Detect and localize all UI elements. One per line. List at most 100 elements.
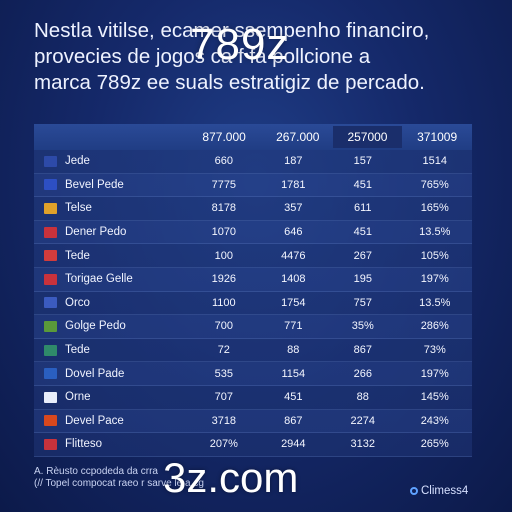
table-header: 877.000 267.000 257000 371009 [34,124,472,150]
flag-icon [44,415,57,427]
flag-icon [44,155,57,167]
row-label: Orco [65,296,90,309]
domain-overlay: 3z.com [163,454,299,501]
table-cell: 8178 [211,202,237,215]
table-cell: 4476 [281,249,306,262]
flag-icon [44,273,57,285]
table-cell: 867 [353,344,372,357]
finance-table: 877.000 267.000 257000 371009 Jede 660 187… [34,124,472,457]
flag-icon [44,226,57,238]
table-cell: 267 [353,249,372,262]
column-header: 877.000 [202,130,246,144]
footer-line-2: (// Topel compocat raeo r sarve le a cg [34,478,204,489]
table-cell: 1781 [281,178,306,191]
table-row: Dener Pedo 1070 646 451 13.5% [34,220,472,245]
table-row: Flitteso 207% 2944 3132 265% [34,433,472,457]
column-header: 371009 [417,130,458,144]
table-cell: 88 [356,391,369,404]
table-row: Orne 707 451 88 145% [34,385,472,410]
column-header: 267.000 [276,130,320,144]
table-cell: 1070 [211,226,237,239]
table-cell: 72 [217,344,230,357]
row-label: Dovel Pade [65,367,125,380]
table-row: Telse 8178 357 611 165% [34,197,472,221]
row-label: Tede [65,344,90,357]
flag-icon [44,438,57,450]
table-cell: 7775 [211,178,237,191]
table-cell: 13.5% [419,296,451,309]
logo-icon [410,487,418,495]
row-label: Devel Pace [65,414,124,427]
brand-logo: Climess4 [410,485,468,497]
table-cell: 1100 [211,296,236,309]
table-row: Tede 72 88 867 73% [34,338,472,363]
brand-overlay: 789z [190,20,290,69]
table-cell: 867 [284,414,303,427]
intro-line-3: marca 789z ee suals estratigiz de percad… [34,71,425,94]
table-row: Tede 100 4476 267 105% [34,244,472,268]
table-row: Orco 1100 1754 757 13.5% [34,291,472,316]
table-cell: 451 [353,178,372,191]
table-body: Jede 660 187 157 1514 Bevel Pede 7775 1781 451 76… [34,150,472,457]
table-cell: 197% [420,367,449,380]
flag-icon [44,391,57,403]
flag-icon [44,320,57,332]
table-cell: 265% [420,438,449,451]
row-label: Golge Pedo [65,320,126,333]
table-cell: 700 [214,320,233,333]
table-cell: 765% [420,178,449,191]
table-cell: 165% [420,202,449,215]
flag-icon [44,250,57,262]
table-cell: 646 [284,226,303,239]
table-cell: 757 [353,296,372,309]
table-cell: 187 [284,155,303,168]
table-cell: 3718 [211,414,237,427]
row-label: Flitteso [65,438,103,451]
table-cell: 243% [420,414,449,427]
table-cell: 2274 [350,414,376,427]
row-label: Telse [65,202,92,215]
row-label: Torigae Gelle [65,273,133,286]
table-cell: 105% [420,249,449,262]
table-cell: 660 [214,155,233,168]
footer-note: A. Rèusto ccpodeda da crra (// Topel com… [34,466,354,490]
flag-icon [44,202,57,214]
table-cell: 1754 [281,296,306,309]
table-row: Jede 660 187 157 1514 [34,150,472,174]
flag-icon [44,297,57,309]
table-cell: 1514 [422,155,447,168]
table-cell: 100 [214,249,233,262]
table-cell: 1408 [281,273,306,286]
table-cell: 197% [420,273,449,286]
table-cell: 286% [420,320,449,333]
intro-line-2: provecies de jogos ca f fa pollcione a [34,45,371,68]
flag-icon [44,344,57,356]
logo-text: Climess4 [421,485,469,497]
flag-icon [44,368,57,380]
table-row: Torigae Gelle 1926 1408 195 197% [34,267,472,292]
table-cell: 451 [353,226,372,239]
table-cell: 157 [353,155,372,168]
footer-line-1: A. Rèusto ccpodeda da crra [34,466,158,477]
table-cell: 195 [353,273,372,286]
row-label: Dener Pedo [65,226,127,239]
table-cell: 357 [284,202,303,215]
table-row: Bevel Pede 7775 1781 451 765% [34,173,472,198]
table-cell: 88 [287,344,300,357]
intro-text: Nestla vitilse, ecamer ssempenho financi… [34,18,494,96]
table-cell: 611 [354,202,372,215]
row-label: Tede [65,249,90,262]
table-cell: 145% [420,391,449,404]
table-cell: 35% [351,320,374,333]
table-cell: 535 [214,367,233,380]
table-cell: 771 [284,320,303,333]
table-cell: 451 [284,391,303,404]
table-row: Dovel Pade 535 1154 266 197% [34,362,472,386]
row-label: Orne [65,391,91,404]
row-label: Jede [65,155,90,168]
intro-line-1: Nestla vitilse, ecamer ssempenho financi… [34,19,430,42]
table-cell: 13.5% [419,226,451,239]
table-cell: 73% [423,344,446,357]
row-label: Bevel Pede [65,178,124,191]
table-cell: 2944 [281,438,306,451]
